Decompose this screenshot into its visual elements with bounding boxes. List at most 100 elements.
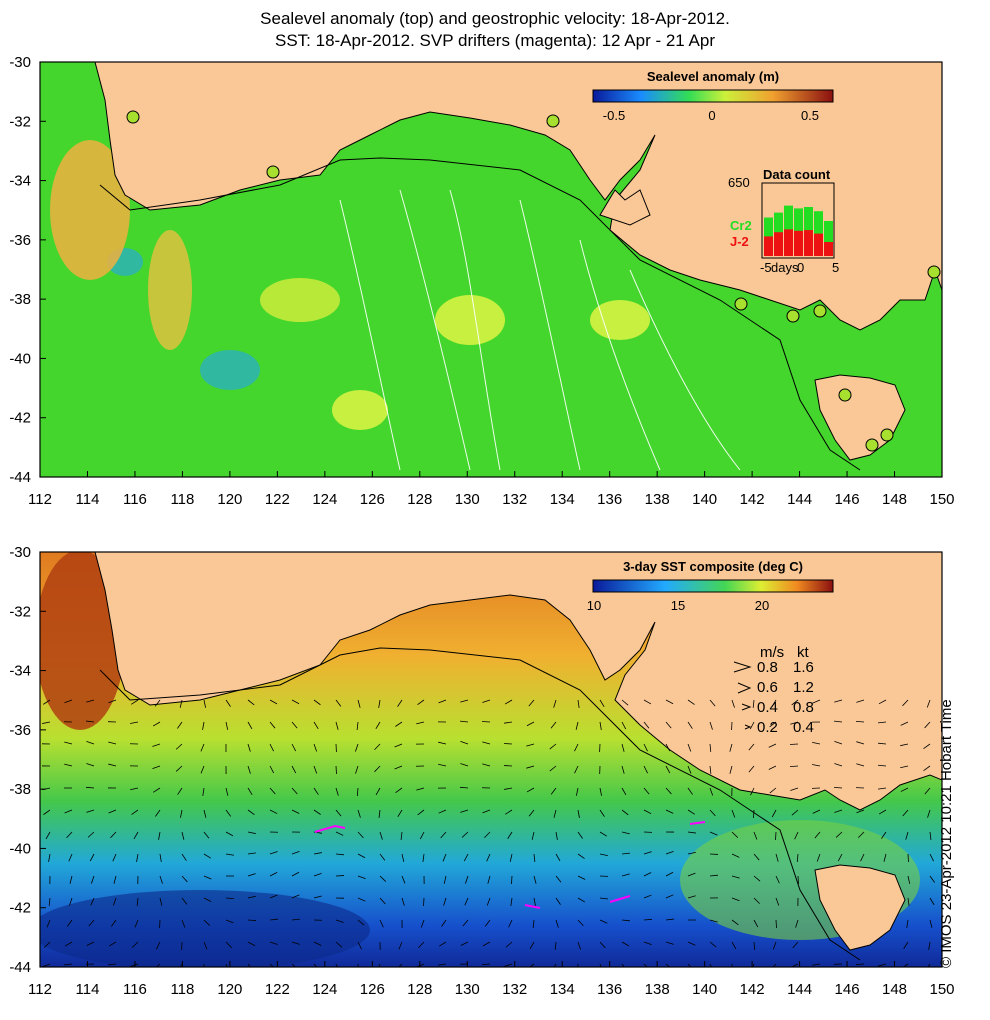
x-tick-label: 138 [645, 981, 670, 998]
velocity-arrow [526, 765, 535, 769]
velocity-arrow [834, 720, 843, 723]
velocity-arrow [796, 853, 799, 863]
velocity-arrow [225, 941, 232, 948]
velocity-arrow [356, 721, 359, 730]
data-count-max-label: 650 [728, 175, 750, 190]
velocity-arrow [203, 941, 208, 950]
velocity-arrow [64, 699, 73, 704]
velocity-arrow [313, 743, 318, 752]
velocity-arrow [665, 871, 674, 877]
velocity-arrow [771, 809, 777, 818]
velocity-arrow [247, 941, 256, 947]
velocity-legend-kt: 1.6 [793, 659, 814, 676]
x-tick-label: 112 [28, 491, 52, 508]
velocity-arrow [313, 941, 322, 946]
velocity-arrow [313, 787, 319, 795]
sla-colorbar-tick: 0.5 [801, 108, 819, 123]
velocity-arrow [643, 941, 652, 945]
velocity-arrow [416, 787, 425, 791]
velocity-arrow [855, 963, 865, 965]
velocity-arrow [792, 941, 799, 949]
velocity-arrow [835, 831, 843, 838]
velocity-arrow [247, 809, 255, 816]
velocity-arrow [177, 787, 183, 795]
velocity-arrow [64, 963, 73, 966]
velocity-arrow [643, 809, 652, 815]
velocity-arrow [687, 743, 692, 752]
velocity-arrow [881, 831, 887, 839]
velocity-arrow [790, 787, 799, 791]
y-tick-label: -38 [9, 781, 31, 798]
tide-gauge [865, 438, 879, 452]
velocity-arrow [247, 699, 255, 706]
velocity-arrow [856, 699, 865, 703]
y-tick-label: -36 [9, 232, 31, 249]
velocity-arrow [665, 721, 672, 729]
velocity-arrow [181, 919, 186, 928]
velocity-arrow [203, 853, 212, 859]
velocity-arrow [179, 699, 183, 708]
y-tick-label: -44 [9, 959, 31, 976]
velocity-arrow [355, 765, 359, 774]
sla-panel-frame [39, 61, 943, 478]
velocity-arrow [460, 720, 469, 723]
tide-gauge [838, 388, 852, 402]
sla-panel [40, 62, 942, 477]
svp-drifter-track [314, 824, 346, 833]
velocity-arrow [789, 743, 799, 745]
velocity-arrow [484, 919, 491, 927]
velocity-arrow [621, 831, 630, 835]
velocity-arrow [687, 941, 696, 946]
y-tick-label: -32 [9, 603, 31, 620]
eyre-peninsula [599, 189, 651, 226]
velocity-arrow [460, 741, 469, 745]
axis-labels: 112 114 116 118 120 122 124 126 128 130 132 134 136 1… [9, 54, 954, 998]
velocity-arrow [313, 872, 322, 877]
velocity-arrow [753, 875, 761, 882]
velocity-arrow [507, 831, 513, 839]
velocity-arrow [531, 831, 535, 840]
velocity-arrow [86, 763, 95, 767]
velocity-arrow [577, 875, 586, 880]
velocity-arrow [753, 941, 756, 951]
velocity-arrow [577, 919, 584, 927]
velocity-arrow [159, 897, 163, 906]
velocity-arrow [752, 963, 755, 967]
velocity-arrow [45, 831, 51, 840]
x-tick-label: 122 [265, 491, 290, 508]
velocity-arrow [269, 743, 274, 752]
velocity-arrow [374, 765, 381, 773]
velocity-arrow [814, 831, 821, 839]
velocity-arrow [753, 897, 760, 904]
sla-colorbar-title: Sealevel anomaly (m) [647, 69, 779, 84]
velocity-arrow [313, 809, 321, 815]
velocity-arrow [621, 765, 625, 774]
velocity-arrow [438, 963, 447, 966]
velocity-arrow [110, 831, 117, 839]
velocity-arrow [438, 741, 447, 745]
velocity-arrow [900, 765, 909, 769]
x-tick-label: 150 [929, 981, 954, 998]
velocity-arrow [113, 875, 117, 884]
velocity-arrow [357, 853, 366, 859]
velocity-arrow [528, 699, 535, 707]
velocity-arrow [643, 851, 652, 855]
velocity-arrow [860, 853, 865, 862]
y-tick-label: -30 [9, 54, 31, 71]
shelf-contour [99, 157, 861, 471]
velocity-arrow [533, 853, 536, 862]
sst-colorbar [592, 579, 834, 593]
tide-gauge [126, 110, 140, 124]
velocity-arrow [621, 963, 625, 967]
velocity-arrow [687, 872, 696, 877]
sst-patch [40, 890, 370, 967]
velocity-arrow [856, 741, 865, 745]
velocity-arrow [621, 787, 627, 796]
velocity-arrow [665, 743, 671, 752]
velocity-arrow [643, 743, 648, 752]
velocity-arrow [88, 919, 95, 927]
velocity-arrow [643, 721, 650, 729]
sla-eddy [200, 350, 260, 390]
x-tick-label: 144 [787, 981, 812, 998]
velocity-arrow [775, 897, 780, 906]
